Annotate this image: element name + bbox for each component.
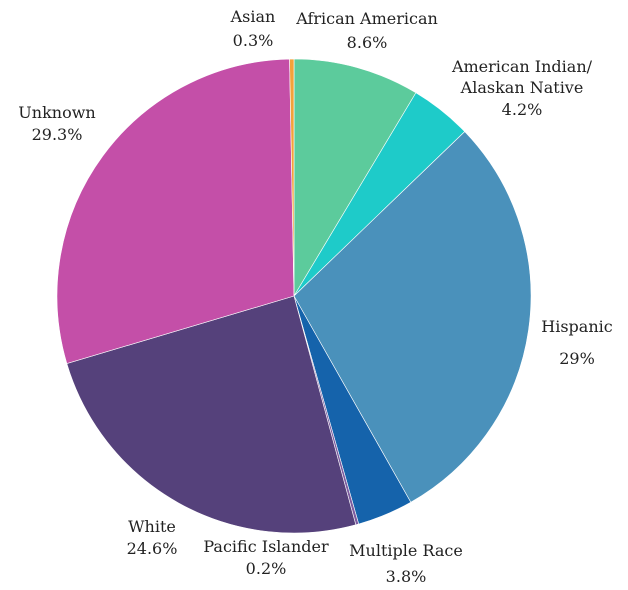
pie-slice-white <box>66 295 357 534</box>
pie-labels: African American 8.6% American Indian/Alas… <box>18 7 612 586</box>
slice-label: African American <box>295 9 438 28</box>
slice-label: White <box>128 517 176 536</box>
slice-label: Hispanic <box>541 317 612 336</box>
slice-value-label: 24.6% <box>127 539 178 558</box>
slice-label: Unknown <box>18 103 95 122</box>
slice-value-label: 0.3% <box>233 31 274 50</box>
pie-slice-hispanic <box>293 131 532 503</box>
pie-slice-african-american <box>293 58 417 298</box>
pie-slice-unknown <box>56 58 295 364</box>
slice-value-label: 0.2% <box>246 559 287 578</box>
slice-value-label: 29% <box>559 349 595 368</box>
pie-slices <box>56 58 532 534</box>
slice-value-label: 29.3% <box>32 125 83 144</box>
slice-label: American Indian/Alaskan Native <box>451 57 593 97</box>
slice-label: Pacific Islander <box>203 537 329 556</box>
pie-slice-asian <box>289 58 295 297</box>
slice-value-label: 4.2% <box>502 100 543 119</box>
slice-value-label: 3.8% <box>386 567 427 586</box>
slice-label: Multiple Race <box>349 541 463 560</box>
slice-value-label: 8.6% <box>347 33 388 52</box>
slice-label: Asian <box>230 7 276 26</box>
